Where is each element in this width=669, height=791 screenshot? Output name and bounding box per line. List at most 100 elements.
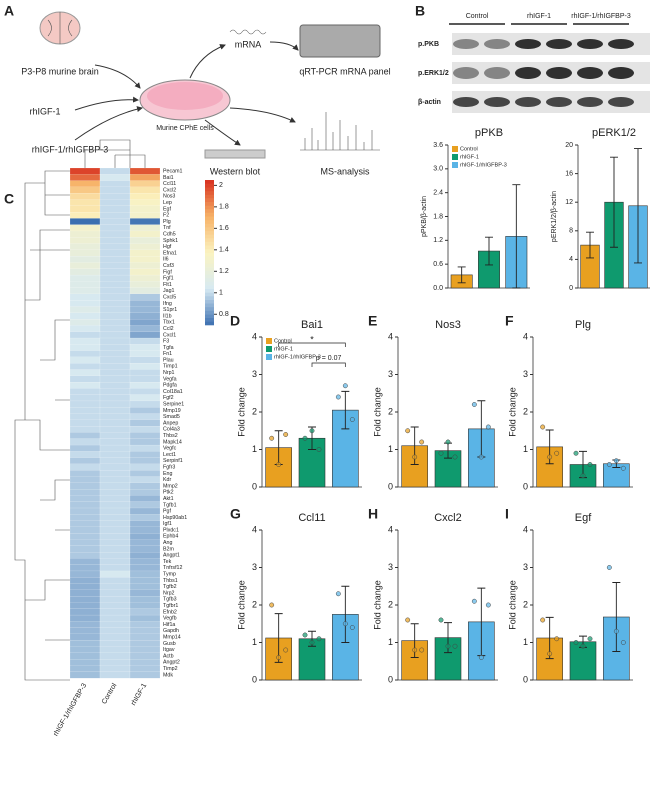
- error-bar: [341, 585, 350, 643]
- arrow: [229, 107, 296, 123]
- blot-row-label: β-actin: [418, 99, 441, 106]
- heat-cell: [69, 186, 101, 194]
- arrow: [74, 106, 143, 141]
- colorbar-label: 1.2: [219, 268, 229, 275]
- blot-band: [515, 67, 541, 79]
- heat-cell: [99, 293, 131, 301]
- y-tick-label: 1.8: [433, 213, 443, 220]
- heat-cell: [69, 614, 101, 622]
- heat-cell: [99, 570, 131, 578]
- row-label: Egf: [163, 206, 171, 212]
- column-label: rhIGF-1: [130, 682, 148, 706]
- row-label: Eng: [163, 471, 172, 477]
- colorbar-step: [205, 259, 214, 264]
- row-label: Hgf: [163, 244, 172, 250]
- colorbar-step: [205, 317, 214, 322]
- heat-cell: [69, 262, 101, 270]
- y-tick-label: 1: [388, 444, 393, 454]
- y-tick-label: 0.0: [433, 285, 443, 292]
- row-label: Ccl2: [163, 326, 174, 332]
- heat-cell: [129, 413, 161, 421]
- heat-cell: [69, 413, 101, 421]
- blot-band: [546, 97, 572, 107]
- heat-cell: [129, 482, 161, 490]
- row-label: Cxcl5: [163, 294, 176, 300]
- heat-cell: [69, 583, 101, 591]
- heat-cell: [99, 614, 131, 622]
- heat-cell: [99, 274, 131, 282]
- heat-cell: [69, 306, 101, 314]
- data-point: [309, 428, 315, 434]
- brain-detail: [47, 12, 73, 44]
- heat-cell: [69, 457, 101, 465]
- heat-cell: [99, 381, 131, 389]
- row-label: Tnfrsf12: [163, 565, 182, 571]
- heat-cell: [129, 438, 161, 446]
- heat-cell: [99, 400, 131, 408]
- heat-cell: [129, 463, 161, 471]
- row-label: Tymp: [163, 572, 176, 578]
- heat-cell: [99, 671, 131, 679]
- chart-title: pERK1/2: [592, 127, 636, 139]
- heat-cell: [129, 237, 161, 244]
- heat-cell: [69, 539, 101, 547]
- heat-cell: [129, 306, 161, 314]
- colorbar-label: 2: [219, 182, 223, 189]
- heat-cell: [99, 287, 131, 295]
- row-label: Lect1: [163, 452, 176, 458]
- heat-cell: [69, 608, 101, 616]
- colorbar-label: 0.8: [219, 311, 229, 318]
- colorbar-step: [205, 238, 214, 242]
- heat-cell: [69, 337, 101, 345]
- heat-cell: [129, 646, 161, 654]
- data-point: [540, 617, 546, 623]
- heat-cell: [129, 451, 161, 458]
- colorbar-step: [205, 274, 214, 279]
- y-tick-label: 3: [523, 562, 528, 572]
- label: qRT-PCR mRNA panel: [299, 66, 390, 76]
- colorbar-step: [205, 209, 214, 213]
- heat-cell: [129, 608, 161, 616]
- heat-cell: [129, 426, 161, 433]
- data-point: [342, 383, 348, 389]
- heat-cell: [99, 545, 131, 553]
- heat-cell: [99, 589, 131, 597]
- row-label: Tgfa: [163, 345, 174, 351]
- heat-cell: [99, 331, 131, 339]
- colorbar-label: 1.6: [219, 225, 229, 232]
- heat-cell: [69, 514, 101, 521]
- row-label: Thbs2: [163, 433, 178, 439]
- blot-band: [453, 97, 479, 107]
- y-tick-label: 3: [388, 369, 393, 379]
- heat-cell: [69, 426, 101, 433]
- heat-cell: [99, 558, 131, 565]
- heat-cell: [129, 614, 161, 622]
- heat-cell: [99, 482, 131, 490]
- data-point: [276, 462, 282, 467]
- heat-cell: [129, 293, 161, 301]
- colorbar-step: [205, 194, 214, 199]
- heat-cell: [129, 621, 161, 628]
- heat-cell: [99, 470, 131, 477]
- arrow: [269, 41, 299, 51]
- heat-cell: [99, 300, 131, 307]
- heat-cell: [69, 243, 101, 251]
- data-point: [613, 628, 619, 634]
- row-label: Mmp14: [163, 634, 181, 640]
- colorbar-step: [205, 314, 214, 319]
- heat-cell: [129, 167, 161, 175]
- row-label: Tnf: [163, 225, 171, 231]
- row-dendrogram: [14, 170, 70, 681]
- column-dendrogram: [84, 139, 146, 168]
- y-tick-label: 3: [252, 369, 257, 379]
- legend-label: Control: [460, 146, 478, 152]
- heat-cell: [69, 249, 101, 257]
- data-point: [478, 454, 484, 460]
- heat-cell: [69, 495, 101, 502]
- y-tick-label: 4: [388, 524, 393, 534]
- heat-cell: [99, 319, 131, 326]
- heat-cell: [69, 174, 101, 181]
- heat-cell: [69, 652, 101, 660]
- ms-spectrum: [300, 112, 380, 151]
- heat-cell: [69, 564, 101, 572]
